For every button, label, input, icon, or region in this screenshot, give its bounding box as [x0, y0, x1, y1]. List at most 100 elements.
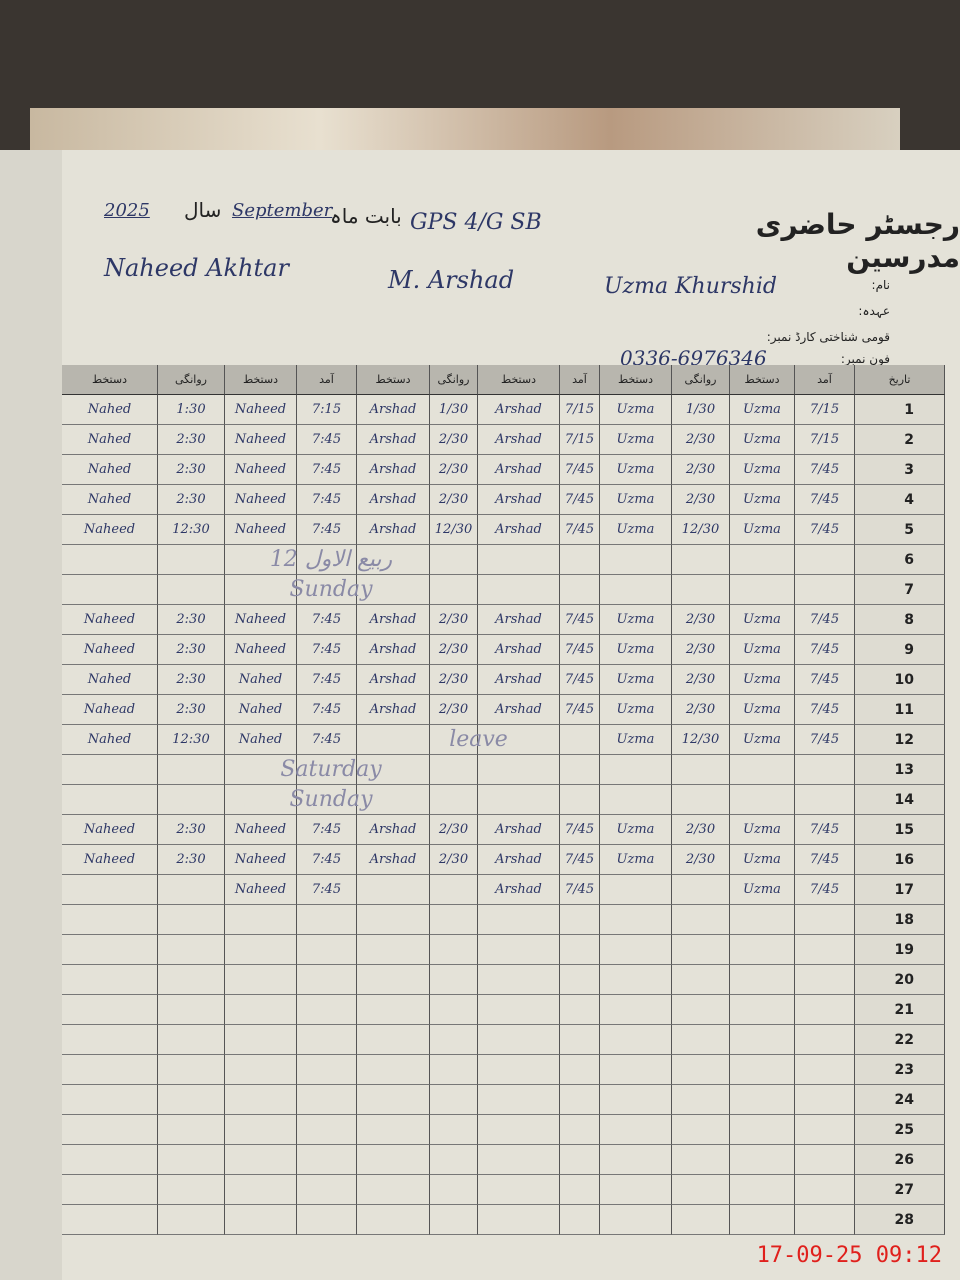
date: 1 [855, 395, 945, 425]
entry: 2/30 [430, 695, 478, 725]
date: 9 [855, 635, 945, 665]
entry: 7/45 [795, 815, 855, 845]
empty-cell [430, 785, 478, 815]
left-page [0, 150, 64, 1280]
column-header: آمد [795, 365, 855, 395]
entry: Uzma [730, 635, 795, 665]
entry: Uzma [600, 695, 672, 725]
date: 21 [855, 995, 945, 1025]
entry: Arshad [478, 875, 560, 905]
entry: Naheed [225, 455, 297, 485]
entry: 7:15 [297, 395, 357, 425]
empty-cell [478, 1085, 560, 1115]
entry: 2:30 [158, 605, 225, 635]
entry: 7/45 [795, 455, 855, 485]
empty-cell [297, 905, 357, 935]
empty-cell [297, 545, 357, 575]
entry: Arshad [478, 395, 560, 425]
date: 25 [855, 1115, 945, 1145]
empty-cell [730, 1205, 795, 1235]
empty-cell [357, 875, 430, 905]
entry: 7/45 [560, 695, 600, 725]
empty-cell [600, 1145, 672, 1175]
entry: Uzma [730, 815, 795, 845]
empty-cell [730, 905, 795, 935]
empty-cell [357, 1175, 430, 1205]
empty-cell [600, 1085, 672, 1115]
month-label: بابت ماہ [330, 204, 402, 228]
entry: 7:45 [297, 515, 357, 545]
entry: 2:30 [158, 815, 225, 845]
empty-cell [672, 1145, 730, 1175]
empty-cell [430, 1115, 478, 1145]
entry: 2/30 [672, 695, 730, 725]
entry: 7/45 [795, 875, 855, 905]
empty-cell [357, 935, 430, 965]
empty-cell [560, 1175, 600, 1205]
entry: 2/30 [430, 665, 478, 695]
empty-cell [62, 1175, 158, 1205]
empty-cell [600, 965, 672, 995]
empty-cell [225, 935, 297, 965]
date: 26 [855, 1145, 945, 1175]
entry: Uzma [730, 695, 795, 725]
entry: 7/15 [795, 395, 855, 425]
entry: 7:45 [297, 875, 357, 905]
empty-cell [795, 1175, 855, 1205]
entry: Arshad [357, 635, 430, 665]
entry: Naheed [225, 515, 297, 545]
empty-cell [430, 1055, 478, 1085]
entry: Uzma [730, 395, 795, 425]
year-label: سال [184, 198, 222, 222]
entry: Uzma [600, 425, 672, 455]
entry: Nahed [62, 665, 158, 695]
empty-cell [357, 905, 430, 935]
empty-cell [672, 995, 730, 1025]
empty-cell [600, 935, 672, 965]
empty-cell [62, 875, 158, 905]
entry: Uzma [730, 605, 795, 635]
date: 15 [855, 815, 945, 845]
empty-cell [730, 755, 795, 785]
column-header: دستخط [600, 365, 672, 395]
entry: Arshad [357, 515, 430, 545]
phone-label: فون نمبر: [840, 352, 890, 366]
entry: Naheed [62, 605, 158, 635]
empty-cell [560, 935, 600, 965]
entry: Nahed [225, 725, 297, 755]
empty-cell [158, 1055, 225, 1085]
entry: 7:45 [297, 485, 357, 515]
entry: 7/45 [795, 485, 855, 515]
empty-cell [297, 1175, 357, 1205]
entry: 1/30 [672, 395, 730, 425]
empty-cell [357, 1055, 430, 1085]
entry: Arshad [478, 665, 560, 695]
date: 2 [855, 425, 945, 455]
empty-cell [672, 905, 730, 935]
entry: 2/30 [672, 665, 730, 695]
empty-cell [672, 755, 730, 785]
entry: 2/30 [672, 485, 730, 515]
empty-cell [478, 1055, 560, 1085]
empty-cell [297, 575, 357, 605]
entry: Arshad [357, 815, 430, 845]
empty-cell [672, 1205, 730, 1235]
empty-cell [357, 575, 430, 605]
empty-cell [357, 995, 430, 1025]
empty-cell [600, 785, 672, 815]
entry: Arshad [357, 665, 430, 695]
date: 16 [855, 845, 945, 875]
empty-cell [478, 935, 560, 965]
empty-cell [672, 1055, 730, 1085]
entry: 12:30 [158, 515, 225, 545]
empty-cell [297, 1145, 357, 1175]
empty-cell [795, 995, 855, 1025]
empty-cell [225, 1175, 297, 1205]
empty-cell [225, 1025, 297, 1055]
empty-cell [158, 1085, 225, 1115]
entry: 2/30 [672, 815, 730, 845]
column-header: روانگی [672, 365, 730, 395]
entry: Naheed [62, 845, 158, 875]
entry: 7/45 [560, 605, 600, 635]
empty-cell [730, 1025, 795, 1055]
